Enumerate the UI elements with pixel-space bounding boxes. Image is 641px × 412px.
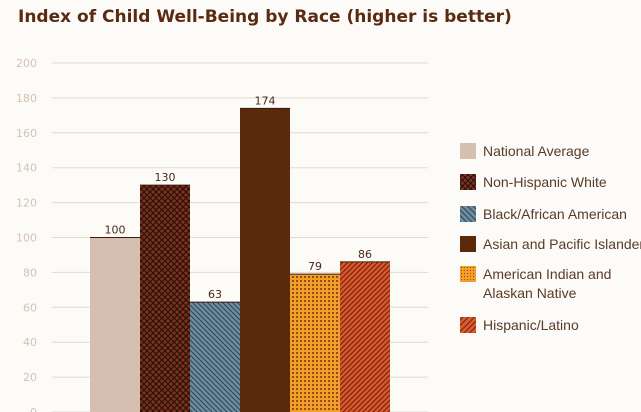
chart-legend: National Average Non-Hispanic White Black/… (460, 0, 641, 412)
data-label: 100 (105, 224, 126, 237)
legend-label: Black/African American (483, 205, 627, 224)
legend-item: National Average (460, 142, 589, 161)
legend-label-line: Alaskan Native (483, 285, 577, 301)
data-label: 174 (255, 94, 276, 107)
bar-black-african-american (190, 302, 240, 412)
legend-label: Non-Hispanic White (483, 173, 607, 192)
legend-label: Hispanic/Latino (483, 316, 579, 335)
legend-label-line: National Average (483, 143, 590, 159)
legend-swatch (460, 317, 476, 333)
y-tick-label: 120 (16, 197, 37, 210)
legend-label-line: Non-Hispanic White (483, 174, 607, 190)
y-tick-label: 180 (16, 92, 37, 105)
legend-label-line: American Indian and (483, 266, 612, 282)
legend-label: Asian and Pacific Islander (483, 235, 641, 254)
y-tick-label: 60 (23, 301, 37, 314)
legend-swatch (460, 266, 476, 282)
bar-hispanic-latino (340, 261, 390, 412)
legend-label-line: Asian and Pacific Islander (483, 236, 641, 252)
legend-item: Asian and Pacific Islander (460, 235, 641, 254)
legend-label: American Indian and Alaskan Native (483, 265, 611, 303)
bar-american-indian-and-alaskan-native (290, 274, 340, 412)
y-tick-label: 140 (16, 162, 37, 175)
bar-non-hispanic-white (140, 185, 190, 412)
bar-national-average (90, 237, 140, 412)
legend-swatch (460, 236, 476, 252)
legend-label-line: Black/African American (483, 206, 627, 222)
legend-label: National Average (483, 142, 589, 161)
legend-item: Hispanic/Latino (460, 316, 579, 335)
y-tick-label: 20 (23, 371, 37, 384)
data-label: 63 (208, 288, 222, 301)
legend-item: Non-Hispanic White (460, 173, 607, 192)
y-tick-label: 200 (16, 57, 37, 70)
legend-swatch (460, 143, 476, 159)
chart-title: Index of Child Well-Being by Race (highe… (18, 7, 512, 27)
y-tick-label: 40 (23, 336, 37, 349)
data-label: 79 (308, 260, 322, 273)
y-tick-label: 160 (16, 127, 37, 140)
y-tick-label: 80 (23, 266, 37, 279)
bar-chart: 0 20 40 60 80 100 120 140 160 180 200 100 130 63 174 7… (16, 57, 428, 412)
legend-item: American Indian and Alaskan Native (460, 265, 611, 303)
legend-label-line: Hispanic/Latino (483, 317, 579, 333)
legend-item: Black/African American (460, 205, 627, 224)
y-tick-label: 100 (16, 232, 37, 245)
data-label: 86 (358, 248, 372, 261)
data-label: 130 (155, 171, 176, 184)
y-tick-label: 0 (30, 406, 37, 412)
legend-swatch (460, 206, 476, 222)
bar-asian-and-pacific-islander (240, 108, 290, 412)
legend-swatch (460, 174, 476, 190)
